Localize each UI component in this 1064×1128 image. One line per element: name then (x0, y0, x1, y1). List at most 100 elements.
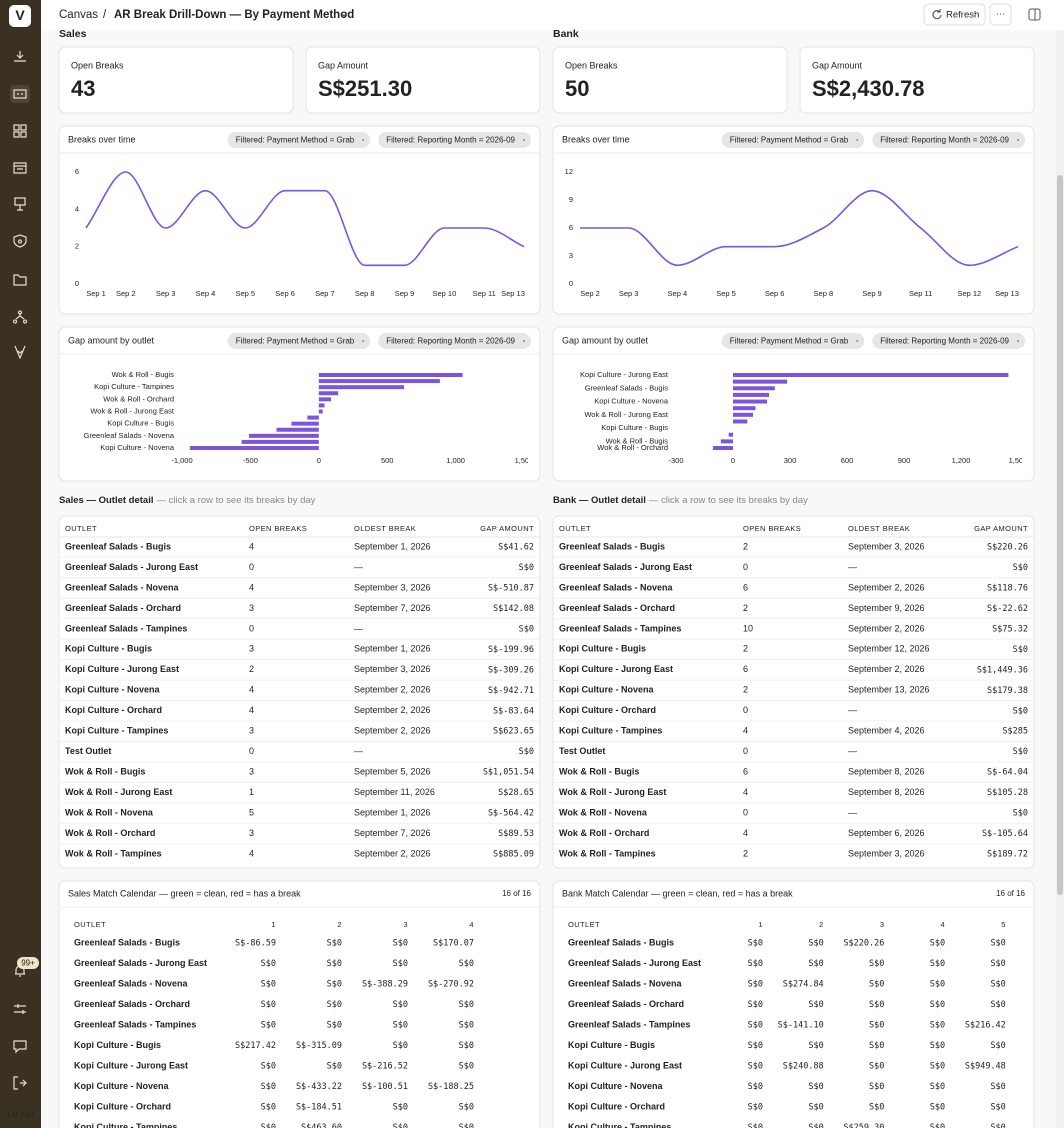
calendar-cell[interactable]: S$0 (990, 1082, 1005, 1092)
calendar-cell[interactable]: S$0 (930, 1123, 945, 1128)
filter-remove[interactable] (856, 139, 859, 141)
calendar-cell[interactable]: S$0 (930, 1000, 945, 1010)
calendar-cell[interactable]: S$0 (261, 1082, 276, 1092)
calendar-cell[interactable]: S$0 (459, 1123, 474, 1128)
calendar-cell[interactable]: S$0 (808, 1123, 823, 1128)
calendar-cell[interactable]: S$0 (393, 1021, 408, 1031)
calendar-cell[interactable]: S$0 (869, 1041, 884, 1051)
filter-remove[interactable] (523, 340, 525, 342)
calendar-cell[interactable]: S$0 (990, 1041, 1005, 1051)
filter-remove[interactable] (1017, 139, 1019, 141)
calendar-cell[interactable]: S$0 (808, 1000, 823, 1010)
calendar-cell[interactable]: S$0 (808, 1103, 823, 1113)
calendar-cell[interactable]: S$0 (327, 939, 342, 949)
calendar-cell[interactable]: S$0 (748, 1021, 763, 1031)
table-row[interactable] (554, 742, 1033, 762)
calendar-cell[interactable]: S$0 (990, 980, 1005, 990)
calendar-cell[interactable]: S$0 (808, 959, 823, 969)
calendar-cell[interactable]: S$0 (869, 1082, 884, 1092)
calendar-cell[interactable]: S$0 (393, 1041, 408, 1051)
nav-icon[interactable] (13, 310, 28, 324)
calendar-cell[interactable]: S$0 (393, 1123, 408, 1128)
calendar-cell[interactable]: S$0 (327, 1062, 342, 1072)
calendar-cell[interactable]: S$0 (869, 980, 884, 990)
filter-remove[interactable] (856, 340, 859, 342)
calendar-cell[interactable]: S$0 (459, 1062, 474, 1072)
calendar-cell[interactable]: S$0 (930, 959, 945, 969)
calendar-cell[interactable]: S$0 (808, 1041, 823, 1051)
scrollbar-thumb[interactable] (1057, 175, 1063, 895)
calendar-cell[interactable]: S$0 (930, 980, 945, 990)
calendar-cell[interactable]: S$0 (748, 1082, 763, 1092)
nav-icon[interactable] (14, 345, 26, 360)
filter-remove[interactable] (362, 340, 365, 342)
calendar-cell[interactable]: S$0 (459, 1000, 474, 1010)
calendar-cell[interactable]: S$0 (748, 1062, 763, 1072)
calendar-cell[interactable]: S$0 (393, 1000, 408, 1010)
filter-pill[interactable] (227, 333, 371, 349)
calendar-cell[interactable]: S$0 (748, 1000, 763, 1010)
calendar-cell[interactable]: S$463.60 (301, 1123, 342, 1128)
calendar-cell[interactable]: S$0 (990, 939, 1005, 949)
calendar-cell[interactable]: S$-141.10 (778, 1021, 824, 1031)
nav-icon[interactable] (13, 124, 27, 138)
filter-pill[interactable] (721, 132, 865, 148)
filter-pill[interactable] (872, 132, 1025, 148)
calendar-cell[interactable]: S$0 (748, 939, 763, 949)
more-button[interactable] (989, 3, 1012, 26)
calendar-cell[interactable]: S$217.42 (235, 1041, 276, 1051)
calendar-cell[interactable]: S$0 (261, 1000, 276, 1010)
calendar-cell[interactable]: S$0 (869, 1062, 884, 1072)
calendar-cell[interactable]: S$0 (990, 1123, 1005, 1128)
calendar-cell[interactable]: S$-100.51 (362, 1082, 408, 1092)
filter-pill[interactable] (721, 333, 865, 349)
calendar-cell[interactable]: S$-315.09 (296, 1041, 342, 1051)
calendar-cell[interactable]: S$0 (261, 1021, 276, 1031)
calendar-cell[interactable]: S$0 (930, 1082, 945, 1092)
calendar-cell[interactable]: S$-216.52 (362, 1062, 408, 1072)
nav-icon[interactable] (13, 1076, 27, 1090)
calendar-cell[interactable]: S$0 (327, 959, 342, 969)
calendar-cell[interactable]: S$0 (808, 939, 823, 949)
calendar-cell[interactable]: S$949.48 (965, 1062, 1006, 1072)
breadcrumb[interactable]: Canvas (59, 9, 98, 21)
calendar-cell[interactable]: S$0 (261, 1062, 276, 1072)
nav-icon[interactable] (13, 89, 27, 99)
filter-pill[interactable] (378, 132, 531, 148)
nav-icon[interactable] (13, 1040, 27, 1054)
calendar-cell[interactable]: S$0 (261, 1123, 276, 1128)
refresh-button[interactable] (923, 3, 986, 26)
calendar-cell[interactable]: S$0 (393, 959, 408, 969)
calendar-cell[interactable]: S$240.88 (783, 1062, 824, 1072)
calendar-cell[interactable]: S$0 (990, 1103, 1005, 1113)
calendar-cell[interactable]: S$0 (930, 1041, 945, 1051)
calendar-cell[interactable]: S$0 (930, 939, 945, 949)
calendar-cell[interactable]: S$0 (459, 959, 474, 969)
nav-icon[interactable] (14, 51, 26, 62)
calendar-cell[interactable]: S$259.30 (843, 1123, 884, 1128)
calendar-cell[interactable]: S$-86.59 (235, 939, 276, 949)
calendar-cell[interactable]: S$0 (459, 1021, 474, 1031)
calendar-cell[interactable]: S$0 (930, 1021, 945, 1031)
calendar-cell[interactable]: S$0 (748, 1041, 763, 1051)
calendar-cell[interactable]: S$-388.29 (362, 980, 408, 990)
nav-icon[interactable] (13, 234, 27, 248)
calendar-cell[interactable]: S$0 (261, 959, 276, 969)
calendar-cell[interactable]: S$0 (930, 1103, 945, 1113)
calendar-cell[interactable]: S$0 (808, 1082, 823, 1092)
calendar-cell[interactable]: S$0 (869, 1103, 884, 1113)
calendar-cell[interactable]: S$0 (869, 1021, 884, 1031)
calendar-cell[interactable]: S$216.42 (965, 1021, 1006, 1031)
calendar-cell[interactable]: S$0 (459, 1103, 474, 1113)
calendar-cell[interactable]: S$0 (261, 1103, 276, 1113)
calendar-cell[interactable]: S$0 (459, 1041, 474, 1051)
calendar-cell[interactable]: S$0 (327, 1000, 342, 1010)
calendar-cell[interactable]: S$0 (327, 980, 342, 990)
calendar-cell[interactable]: S$-433.22 (296, 1082, 342, 1092)
calendar-cell[interactable]: S$-188.25 (428, 1082, 474, 1092)
calendar-cell[interactable]: S$0 (990, 959, 1005, 969)
filter-remove[interactable] (1017, 340, 1019, 342)
nav-icon[interactable] (13, 274, 27, 286)
filter-remove[interactable] (523, 139, 525, 141)
calendar-cell[interactable]: S$0 (261, 980, 276, 990)
